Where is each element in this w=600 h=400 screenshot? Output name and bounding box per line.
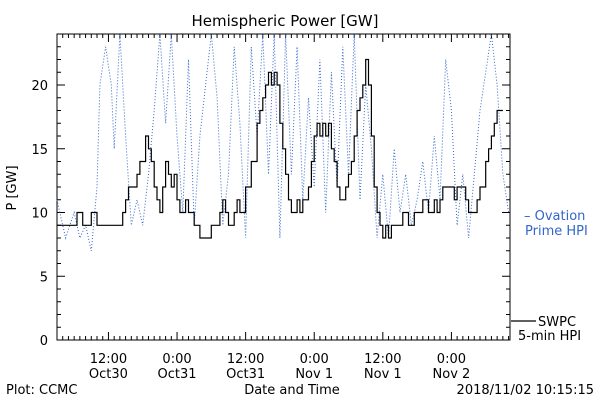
legend-swpc-label: SWPC bbox=[538, 315, 576, 330]
x-tick-label-time: 12:00 bbox=[364, 352, 401, 367]
plot-area bbox=[56, 33, 511, 341]
legend-ovation-label: – Ovation bbox=[524, 209, 585, 224]
x-tick-label-date: Nov 1 bbox=[364, 367, 402, 382]
series-ovation-line bbox=[56, 33, 510, 251]
x-tick-label-date: Oct30 bbox=[89, 367, 128, 382]
x-tick-label-date: Nov 1 bbox=[295, 367, 333, 382]
plot-timestamp: 2018/11/02 10:15:15 bbox=[457, 383, 594, 398]
x-tick-label-time: 0:00 bbox=[437, 352, 466, 367]
y-axis: 0 5 10 15 20 bbox=[31, 33, 510, 349]
plot-credit: Plot: CCMC bbox=[6, 383, 77, 398]
x-axis-label: Date and Time bbox=[244, 383, 340, 398]
x-tick-label-date: Oct31 bbox=[158, 367, 197, 382]
legend-ovation-label-2: Prime HPI bbox=[525, 224, 588, 239]
y-tick-label: 5 bbox=[40, 270, 48, 285]
legend-swpc-label-2: 5-min HPI bbox=[518, 329, 581, 344]
x-tick-label-date: Oct31 bbox=[226, 367, 265, 382]
x-tick-label-time: 0:00 bbox=[300, 352, 329, 367]
x-tick-label-time: 0:00 bbox=[162, 352, 191, 367]
x-tick-label-date: Nov 2 bbox=[433, 367, 471, 382]
y-tick-label: 15 bbox=[31, 143, 48, 158]
x-tick-label-time: 12:00 bbox=[227, 352, 264, 367]
y-axis-label: P [GW] bbox=[5, 165, 20, 210]
y-tick-label: 0 bbox=[40, 334, 48, 349]
series-swpc-line bbox=[57, 58, 503, 239]
x-tick-label-time: 12:00 bbox=[90, 352, 127, 367]
series-layer bbox=[56, 33, 510, 251]
chart-title: Hemispheric Power [GW] bbox=[192, 12, 379, 30]
y-tick-label: 10 bbox=[31, 207, 48, 222]
y-tick-label: 20 bbox=[31, 79, 48, 94]
